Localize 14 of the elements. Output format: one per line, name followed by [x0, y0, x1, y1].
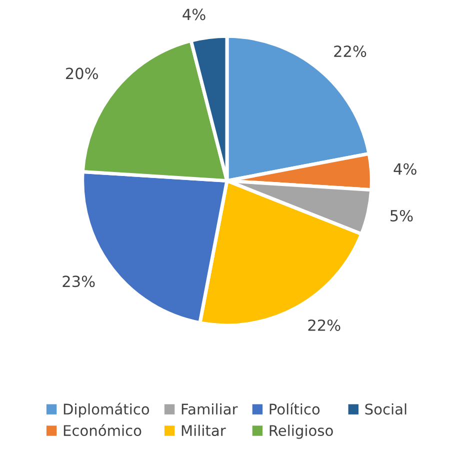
data-label: 20% — [66, 68, 98, 80]
data-label: 4% — [182, 8, 206, 20]
legend-label: Militar — [182, 424, 226, 436]
data-label: 23% — [62, 276, 95, 288]
data-label: 22% — [334, 46, 366, 58]
data-label: 22% — [308, 319, 340, 331]
legend-label: Religioso — [270, 424, 333, 439]
data-label: 5% — [390, 210, 413, 222]
legend-label: Político — [270, 402, 320, 415]
legend-label: Social — [365, 403, 406, 415]
legend-label: Diplomático — [64, 402, 150, 418]
legend-label: Familiar — [182, 403, 238, 415]
data-label: 4% — [394, 163, 416, 175]
legend-label: Económico — [64, 424, 142, 436]
